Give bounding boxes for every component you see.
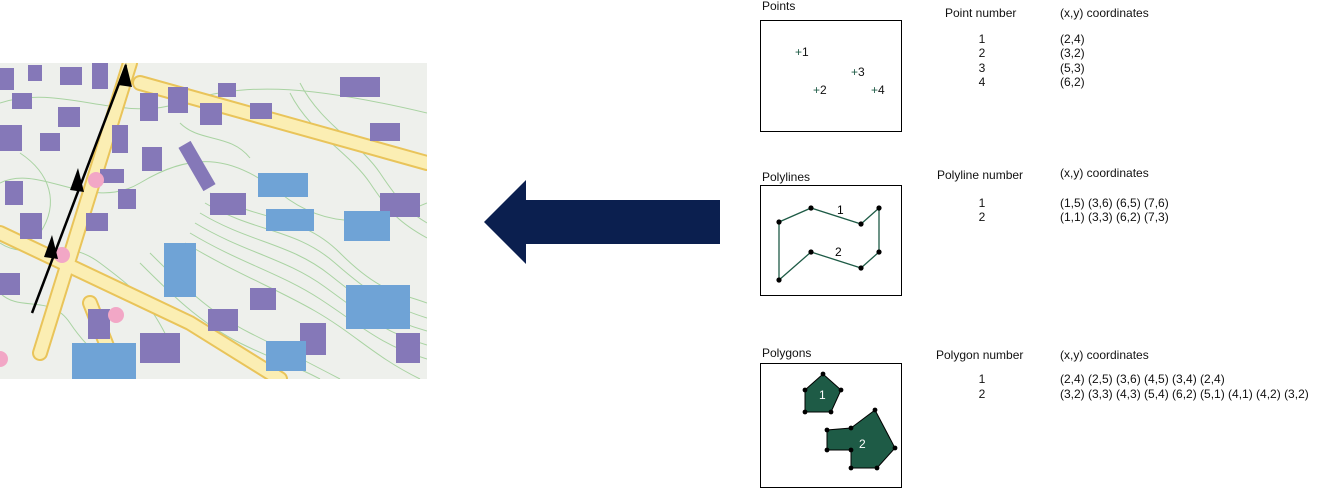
polylines-row-2-coords: (1,1) (3,3) (6,2) (7,3) — [1060, 210, 1169, 224]
map-image — [0, 63, 427, 379]
polygon-1-label: 1 — [819, 388, 826, 402]
polylines-title: Polylines — [762, 170, 811, 184]
points-row-4-coords: (6,2) — [1060, 75, 1085, 89]
points-row-2-coords: (3,2) — [1060, 46, 1085, 60]
polygons-row-1-number: 1 — [978, 372, 986, 386]
point-4-label: +4 — [871, 83, 885, 97]
polylines-number-header: Polyline number — [937, 168, 1024, 182]
points-title: Points — [762, 0, 796, 13]
polylines-coords-header: (x,y) coordinates — [1060, 166, 1149, 180]
points-row-3-coords: (5,3) — [1060, 61, 1085, 75]
points-row-4-number: 4 — [978, 75, 986, 89]
polygons-box: 1 2 — [760, 363, 902, 488]
point-3-label: +3 — [851, 65, 865, 79]
points-row-1-number: 1 — [978, 32, 986, 46]
point-2-label: +2 — [813, 83, 827, 97]
polyline-2-label: 2 — [835, 245, 842, 259]
left-arrow-icon — [484, 180, 720, 264]
polygons-row-2-coords: (3,2) (3,3) (4,3) (5,4) (6,2) (5,1) (4,1… — [1060, 387, 1309, 401]
points-row-2-number: 2 — [978, 46, 986, 60]
polylines-box: 1 2 — [760, 185, 902, 296]
polygons-coords-header: (x,y) coordinates — [1060, 348, 1149, 362]
points-row-1-coords: (2,4) — [1060, 32, 1085, 46]
polylines-row-1-coords: (1,5) (3,6) (6,5) (7,6) — [1060, 196, 1169, 210]
polygons-graphic: 1 2 — [802, 371, 898, 471]
polygon-2-label: 2 — [859, 437, 866, 451]
polylines-row-1-number: 1 — [978, 196, 986, 210]
point-1-label: +1 — [795, 45, 809, 59]
polygons-row-1-coords: (2,4) (2,5) (3,6) (4,5) (3,4) (2,4) — [1060, 372, 1225, 386]
polygons-number-header: Polygon number — [936, 348, 1024, 362]
polygons-row-2-number: 2 — [978, 387, 986, 401]
points-coords-header: (x,y) coordinates — [1060, 6, 1149, 20]
points-number-header: Point number — [945, 6, 1017, 20]
polyline-1-label: 1 — [837, 203, 844, 217]
polygons-title: Polygons — [762, 346, 812, 360]
polylines-graphic: 1 2 — [776, 203, 882, 283]
points-box: +1 +2 +3 +4 — [760, 20, 902, 132]
polylines-row-2-number: 2 — [978, 210, 986, 224]
map-illustration — [0, 63, 427, 379]
points-row-3-number: 3 — [978, 61, 986, 75]
